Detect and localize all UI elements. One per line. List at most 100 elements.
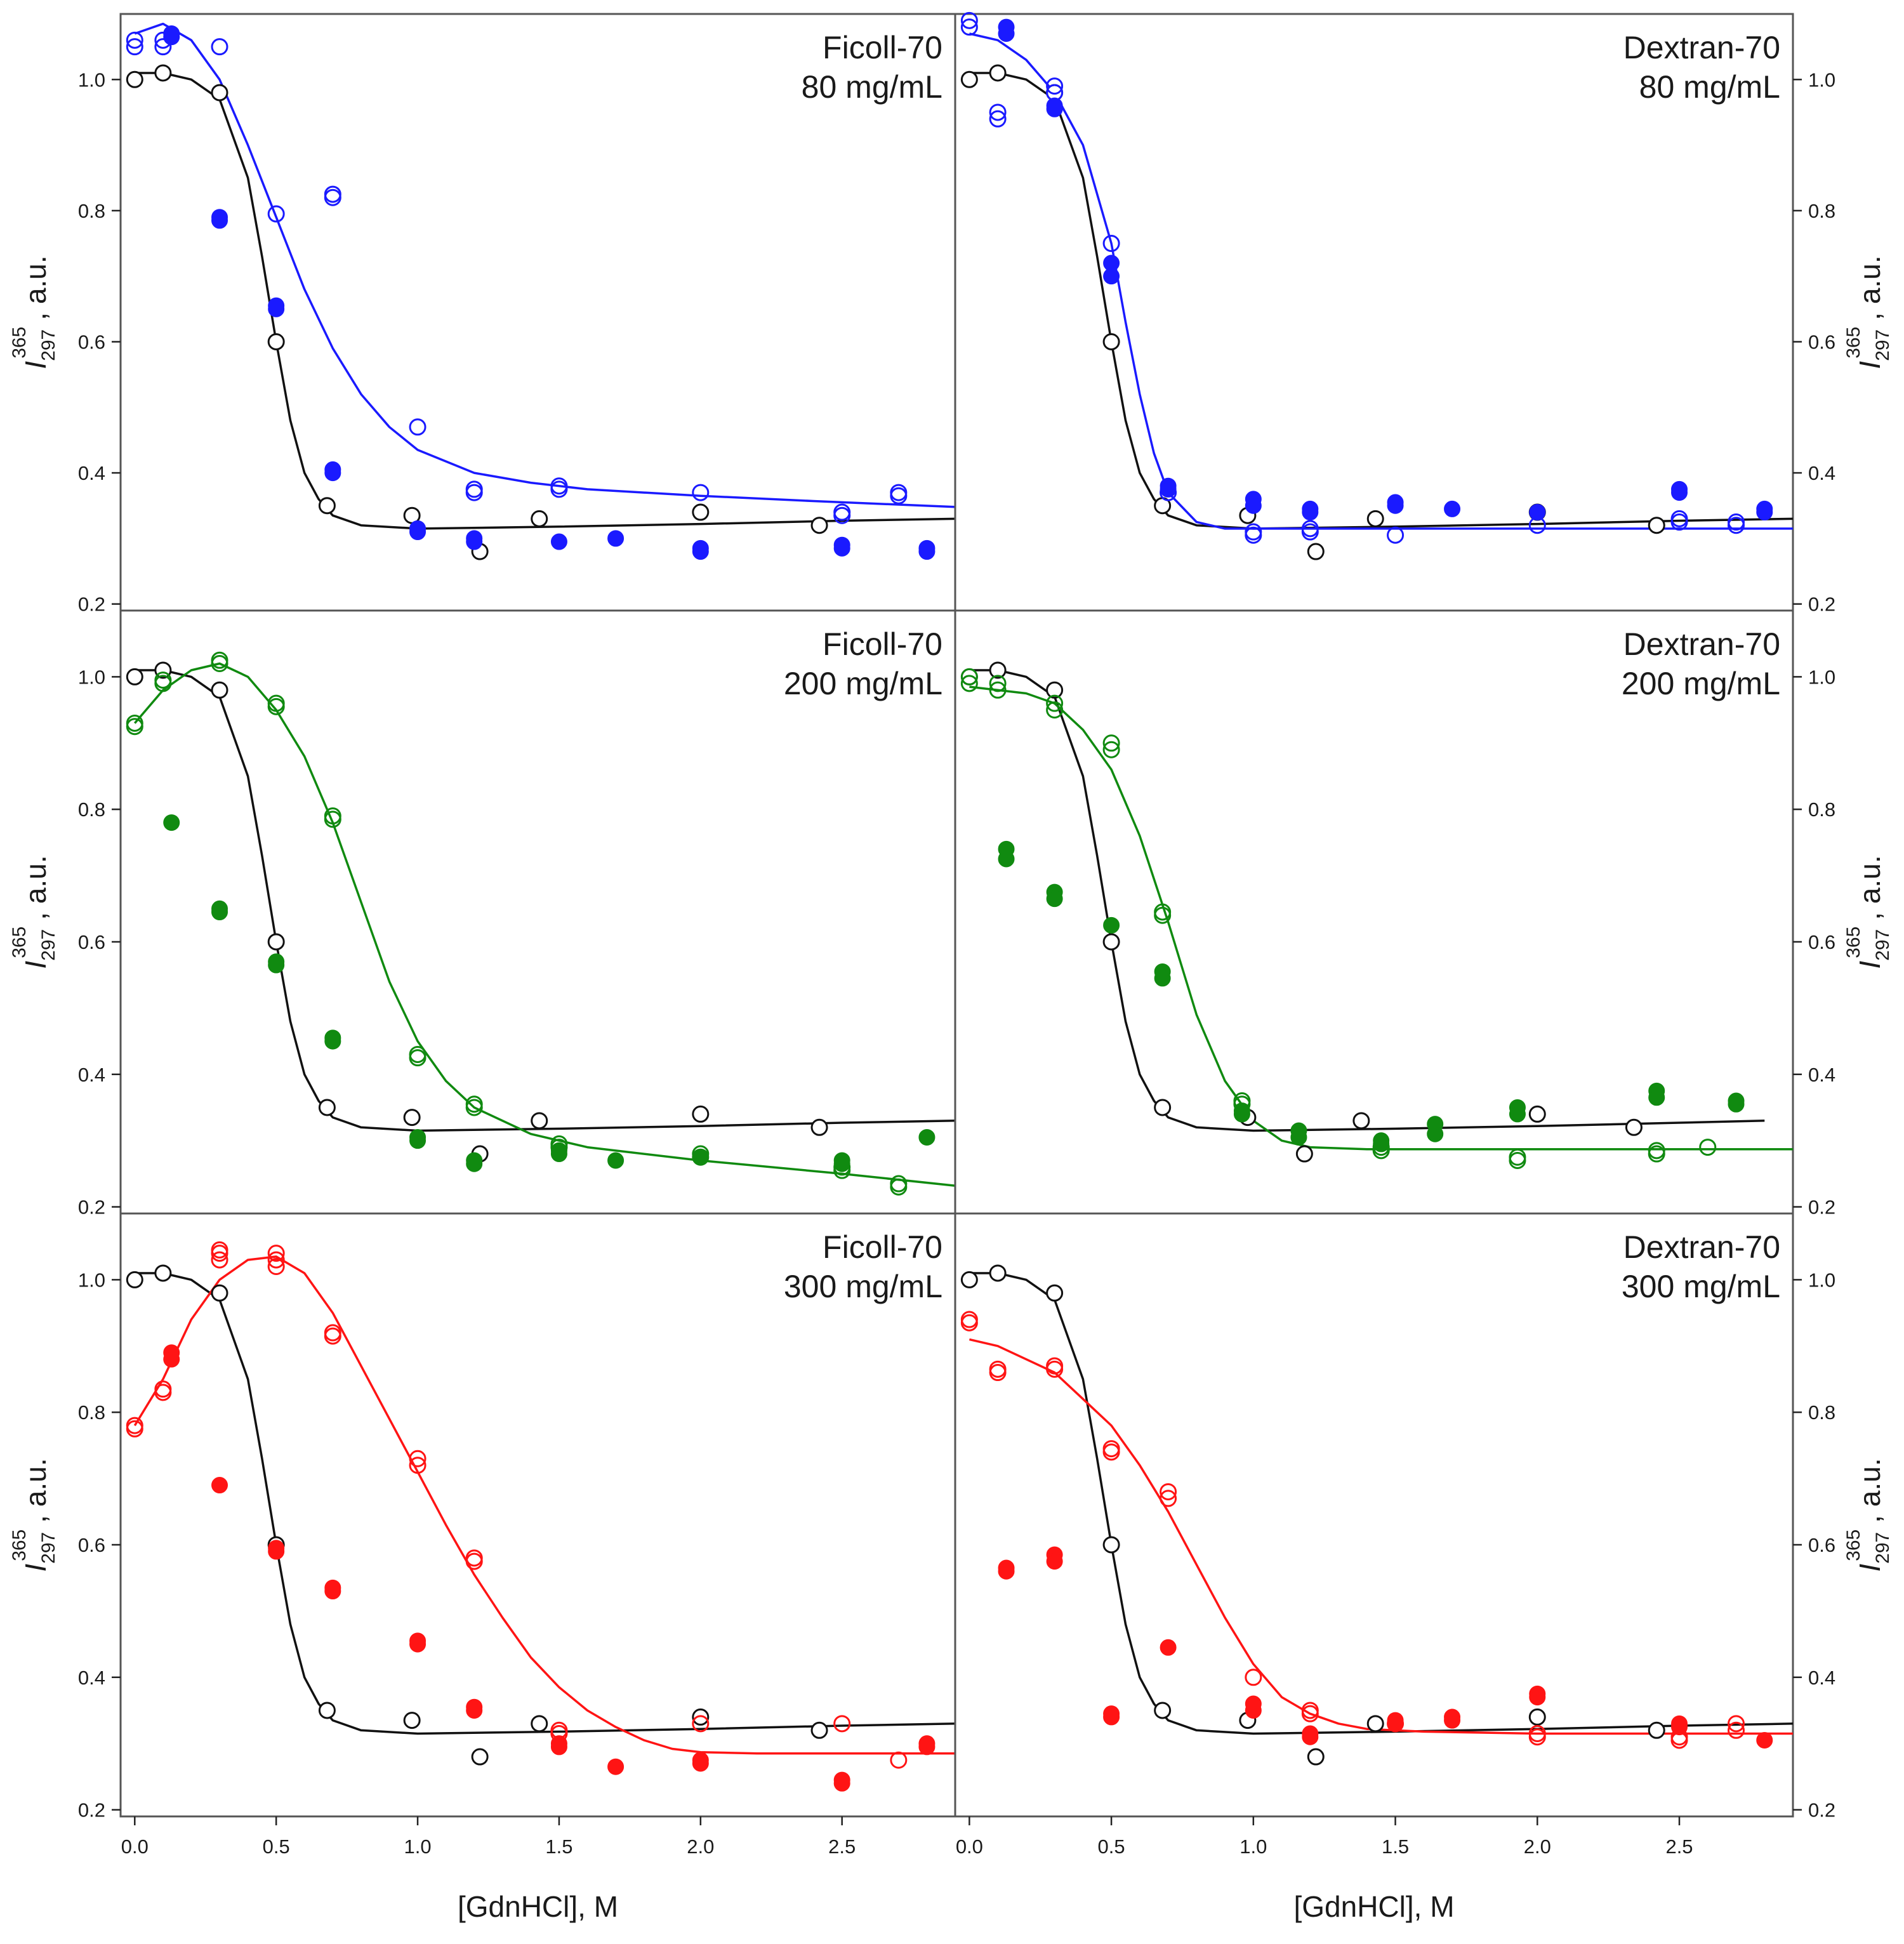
filled-point bbox=[607, 1152, 625, 1169]
open-point bbox=[465, 1549, 483, 1567]
open-point bbox=[465, 1552, 483, 1570]
fit-curve bbox=[969, 685, 1793, 1151]
control-open-point bbox=[211, 84, 228, 102]
filled-point bbox=[1756, 504, 1773, 521]
y-tick-label: 0.2 bbox=[1808, 593, 1835, 616]
filled-point bbox=[1648, 1089, 1665, 1106]
filled-point bbox=[324, 1583, 341, 1600]
y-tick-label: 0.6 bbox=[1808, 331, 1835, 353]
y-tick-label: 0.6 bbox=[78, 1534, 105, 1556]
y-tick-label: 0.4 bbox=[78, 1667, 105, 1689]
open-point bbox=[1102, 734, 1120, 752]
y-axis-title: I297365, a.u. bbox=[1843, 1458, 1893, 1571]
open-point bbox=[1046, 701, 1064, 719]
fit-curve bbox=[133, 1255, 955, 1755]
control-open-point bbox=[989, 661, 1007, 679]
open-point bbox=[1102, 741, 1120, 758]
open-point bbox=[989, 681, 1007, 699]
open-point bbox=[267, 1245, 285, 1262]
open-point bbox=[1102, 1443, 1120, 1461]
open-point bbox=[267, 1258, 285, 1276]
filled-point bbox=[268, 956, 285, 974]
y-tick-label: 0.2 bbox=[78, 1196, 105, 1219]
open-point bbox=[1648, 1142, 1665, 1160]
y-tick-label: 0.8 bbox=[78, 1401, 105, 1424]
open-point bbox=[409, 1045, 426, 1063]
filled-point bbox=[692, 1755, 709, 1772]
open-point bbox=[154, 1380, 172, 1398]
filled-point bbox=[1302, 504, 1319, 521]
control-open-point bbox=[1154, 1702, 1172, 1719]
open-point bbox=[1160, 1490, 1177, 1507]
y-tick-label: 0.2 bbox=[78, 1799, 105, 1822]
panel-label: Dextran-70 bbox=[1623, 30, 1780, 65]
open-point bbox=[989, 110, 1007, 128]
filled-point bbox=[163, 814, 180, 831]
filled-point bbox=[1233, 1106, 1250, 1123]
open-point bbox=[890, 484, 908, 501]
control-open-point bbox=[531, 510, 548, 527]
control-open-point bbox=[126, 70, 143, 88]
filled-point bbox=[1245, 1702, 1262, 1719]
y-tick-label: 0.4 bbox=[1808, 1064, 1835, 1086]
panel-label: 300 mg/mL bbox=[784, 1269, 942, 1304]
filled-point bbox=[211, 904, 228, 920]
x-tick-label: 0.0 bbox=[956, 1835, 983, 1858]
fit-curve bbox=[133, 662, 956, 1187]
filled-point bbox=[1154, 970, 1171, 987]
open-point bbox=[211, 38, 228, 56]
control-open-point bbox=[267, 333, 285, 350]
open-point bbox=[1046, 1357, 1064, 1375]
filled-point bbox=[466, 1155, 483, 1172]
y-tick-label: 0.6 bbox=[78, 331, 105, 353]
control-open-point bbox=[1528, 1708, 1546, 1726]
open-point bbox=[154, 671, 172, 689]
panel-label: 200 mg/mL bbox=[1622, 666, 1780, 701]
open-point bbox=[211, 1251, 228, 1269]
open-point bbox=[211, 651, 228, 669]
open-point bbox=[1728, 1715, 1745, 1733]
filled-point bbox=[466, 530, 483, 547]
fit-curve bbox=[969, 32, 1793, 530]
open-point bbox=[1670, 510, 1688, 527]
filled-point bbox=[1387, 1715, 1404, 1732]
control-open-point bbox=[1295, 1145, 1313, 1163]
control-open-point bbox=[1648, 1721, 1665, 1739]
y-tick-label: 0.8 bbox=[1808, 1401, 1835, 1424]
control-open-point bbox=[810, 517, 828, 534]
open-point bbox=[409, 1457, 426, 1474]
filled-point bbox=[1103, 1709, 1120, 1726]
x-tick-label: 1.5 bbox=[545, 1835, 572, 1858]
open-point bbox=[1046, 1360, 1064, 1378]
open-point bbox=[465, 1099, 483, 1116]
panel-label: Dextran-70 bbox=[1623, 626, 1780, 662]
y-tick-label: 0.8 bbox=[1808, 200, 1835, 222]
open-point bbox=[1245, 523, 1262, 541]
panel-frame bbox=[954, 1212, 1794, 1818]
open-point bbox=[1245, 526, 1262, 544]
panel-label: 80 mg/mL bbox=[802, 69, 942, 105]
y-tick-label: 0.2 bbox=[1808, 1196, 1835, 1219]
filled-point bbox=[1046, 100, 1063, 117]
control-open-point bbox=[318, 497, 336, 515]
filled-point bbox=[324, 1033, 341, 1050]
open-point bbox=[1160, 1483, 1177, 1500]
filled-point bbox=[1103, 916, 1120, 934]
open-point bbox=[692, 484, 710, 501]
control-open-point bbox=[1154, 1099, 1172, 1116]
x-tick-label: 2.0 bbox=[1524, 1835, 1551, 1858]
control-open-point bbox=[1102, 933, 1120, 951]
control-open-point bbox=[267, 933, 285, 951]
y-tick-label: 1.0 bbox=[78, 1269, 105, 1291]
y-axis-title: I297365, a.u. bbox=[9, 255, 59, 369]
open-point bbox=[989, 1360, 1007, 1378]
y-axis-title: I297365, a.u. bbox=[1843, 855, 1893, 969]
open-point bbox=[1670, 513, 1688, 531]
x-tick-label: 2.5 bbox=[828, 1835, 856, 1858]
open-point bbox=[267, 1251, 285, 1269]
y-tick-label: 0.4 bbox=[78, 462, 105, 484]
filled-point bbox=[466, 1702, 483, 1719]
open-point bbox=[409, 1049, 426, 1067]
control-open-point bbox=[126, 668, 143, 685]
control-open-point bbox=[692, 1105, 710, 1123]
